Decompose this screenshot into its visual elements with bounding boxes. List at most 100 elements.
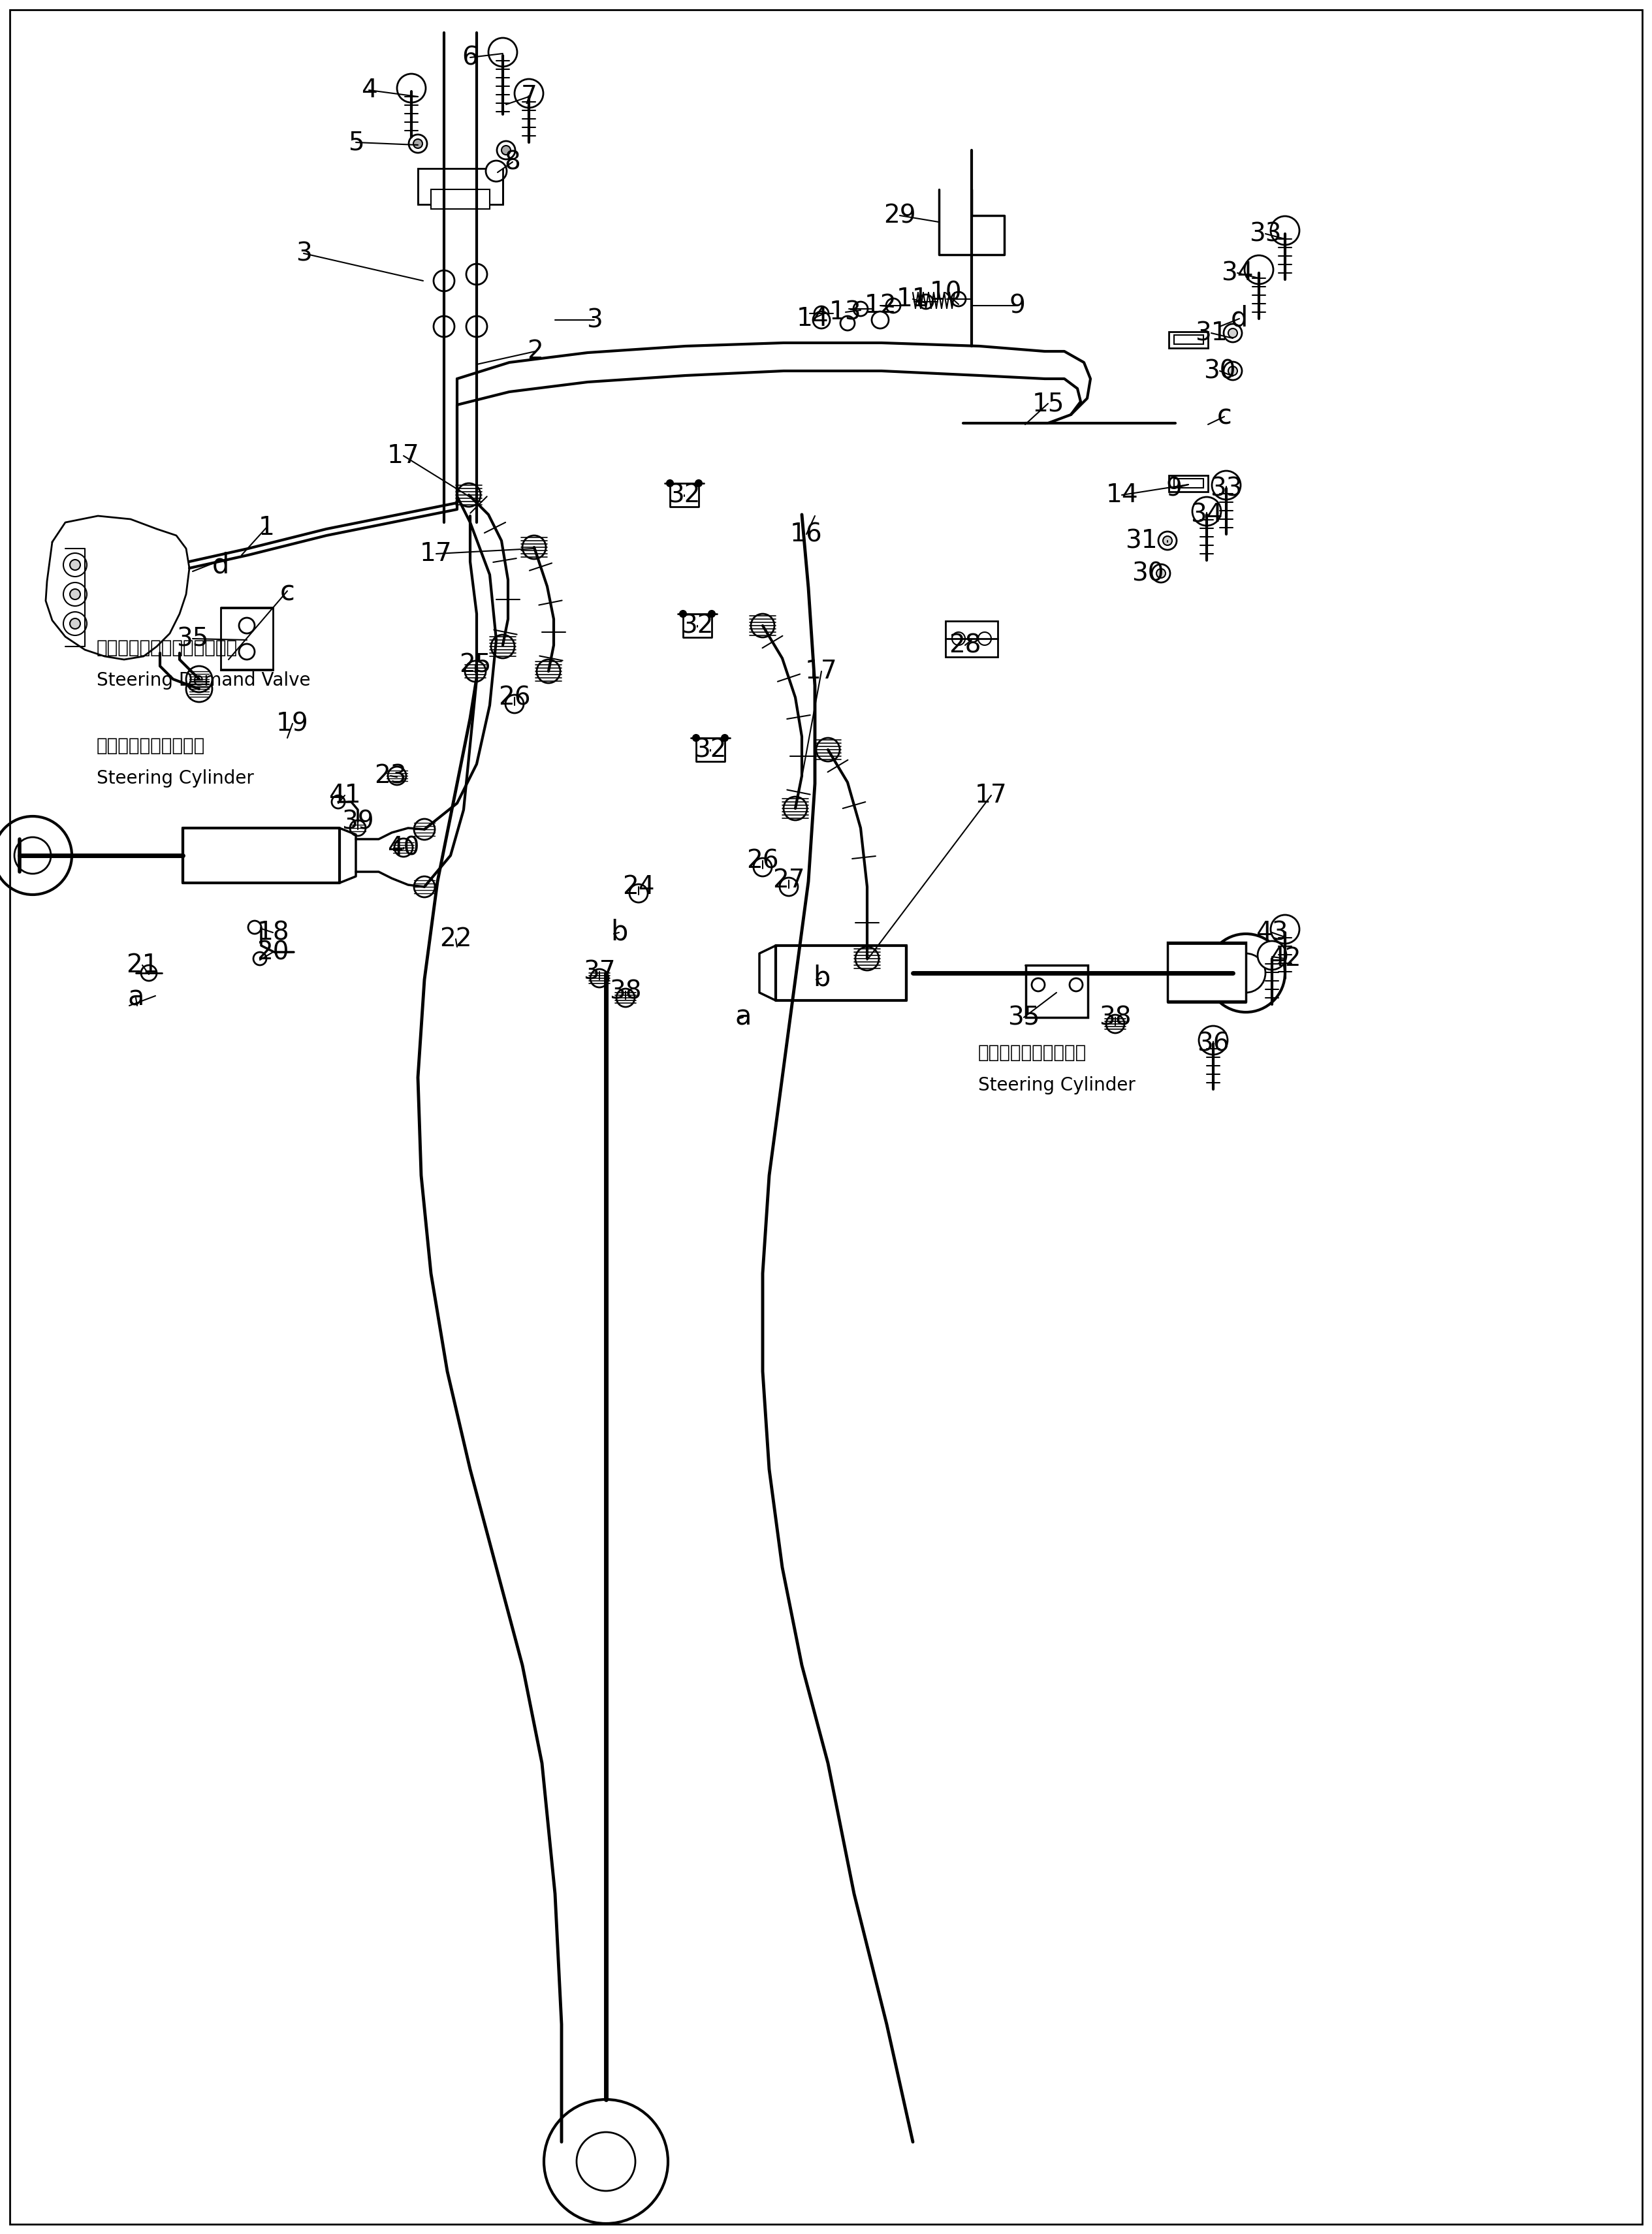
- Circle shape: [1032, 978, 1044, 992]
- Bar: [945, 621, 998, 657]
- Circle shape: [1069, 978, 1082, 992]
- Circle shape: [396, 74, 426, 103]
- Circle shape: [841, 315, 854, 331]
- Circle shape: [458, 483, 481, 507]
- Text: 21: 21: [126, 952, 159, 978]
- Circle shape: [1226, 954, 1265, 992]
- Text: d: d: [211, 552, 230, 579]
- Circle shape: [489, 38, 517, 67]
- Text: b: b: [813, 965, 829, 992]
- Text: 25: 25: [459, 652, 492, 677]
- Circle shape: [69, 619, 81, 628]
- Circle shape: [783, 798, 808, 820]
- Bar: [431, 190, 489, 210]
- Text: Steering Demand Valve: Steering Demand Valve: [96, 670, 311, 690]
- Bar: [1173, 335, 1203, 344]
- Circle shape: [0, 815, 71, 894]
- Text: c: c: [1218, 402, 1232, 431]
- Text: ステアリングデマンドバルブ: ステアリングデマンドバルブ: [96, 639, 238, 657]
- Text: 29: 29: [884, 203, 915, 228]
- Circle shape: [1244, 255, 1274, 284]
- Circle shape: [667, 480, 674, 487]
- Text: 3: 3: [586, 308, 603, 333]
- Text: 38: 38: [610, 978, 641, 1003]
- Circle shape: [140, 965, 157, 981]
- Text: 19: 19: [276, 710, 309, 735]
- Text: 17: 17: [805, 659, 838, 684]
- Text: 42: 42: [1269, 947, 1302, 972]
- Text: 7: 7: [520, 85, 537, 109]
- Text: 34: 34: [1191, 503, 1222, 527]
- Circle shape: [1199, 1025, 1227, 1054]
- Text: 36: 36: [1198, 1032, 1229, 1057]
- Text: 14: 14: [1105, 483, 1138, 507]
- Circle shape: [1270, 916, 1300, 943]
- Circle shape: [248, 920, 261, 934]
- Circle shape: [709, 610, 715, 617]
- Circle shape: [63, 583, 88, 605]
- Text: 30: 30: [1204, 357, 1236, 384]
- Circle shape: [537, 659, 560, 684]
- Text: 31: 31: [1125, 527, 1158, 554]
- Circle shape: [63, 554, 88, 576]
- Circle shape: [413, 139, 423, 147]
- Circle shape: [415, 876, 434, 898]
- Text: 23: 23: [375, 764, 406, 789]
- Text: 10: 10: [930, 279, 961, 306]
- Circle shape: [1213, 471, 1241, 500]
- Text: d: d: [1231, 306, 1247, 333]
- Circle shape: [15, 838, 51, 873]
- Circle shape: [69, 561, 81, 570]
- Text: 5: 5: [349, 130, 363, 154]
- Text: 1: 1: [258, 516, 274, 541]
- Circle shape: [814, 306, 829, 322]
- Circle shape: [919, 295, 933, 308]
- Text: 32: 32: [681, 612, 714, 639]
- Circle shape: [722, 735, 729, 742]
- Circle shape: [1224, 362, 1242, 380]
- Circle shape: [332, 795, 345, 809]
- Circle shape: [388, 766, 406, 784]
- Text: 32: 32: [694, 737, 727, 762]
- Text: Steering Cylinder: Steering Cylinder: [978, 1077, 1135, 1095]
- Circle shape: [1257, 941, 1287, 970]
- Text: 17: 17: [975, 782, 1008, 809]
- Text: 37: 37: [583, 958, 616, 985]
- Circle shape: [813, 311, 829, 328]
- Circle shape: [69, 590, 81, 599]
- Circle shape: [466, 315, 487, 337]
- Bar: [1168, 943, 1246, 1001]
- Circle shape: [1270, 217, 1300, 246]
- Circle shape: [952, 293, 966, 306]
- Circle shape: [1206, 934, 1285, 1012]
- Circle shape: [544, 2100, 667, 2223]
- Circle shape: [408, 134, 426, 152]
- Text: 26: 26: [499, 686, 530, 710]
- Circle shape: [695, 480, 702, 487]
- Circle shape: [679, 610, 686, 617]
- Circle shape: [1227, 366, 1237, 375]
- Circle shape: [187, 666, 211, 693]
- Bar: [1170, 476, 1208, 491]
- Circle shape: [63, 612, 88, 634]
- Circle shape: [433, 315, 454, 337]
- Circle shape: [433, 270, 454, 290]
- Text: 14: 14: [796, 306, 829, 331]
- Text: 13: 13: [829, 299, 862, 324]
- Bar: [1173, 478, 1203, 487]
- Text: 12: 12: [864, 293, 897, 317]
- Circle shape: [872, 311, 889, 328]
- Circle shape: [187, 677, 211, 701]
- Text: a: a: [735, 1003, 752, 1032]
- Text: 16: 16: [790, 523, 823, 547]
- Text: 15: 15: [1032, 391, 1064, 416]
- Text: 9: 9: [1166, 476, 1183, 500]
- Text: ステアリングシリンダ: ステアリングシリンダ: [96, 737, 205, 755]
- Circle shape: [1224, 324, 1242, 342]
- Text: 32: 32: [667, 483, 700, 507]
- Circle shape: [1193, 496, 1221, 525]
- Text: 33: 33: [1211, 476, 1242, 500]
- Circle shape: [780, 878, 798, 896]
- Text: 30: 30: [1132, 561, 1165, 585]
- Circle shape: [952, 632, 965, 646]
